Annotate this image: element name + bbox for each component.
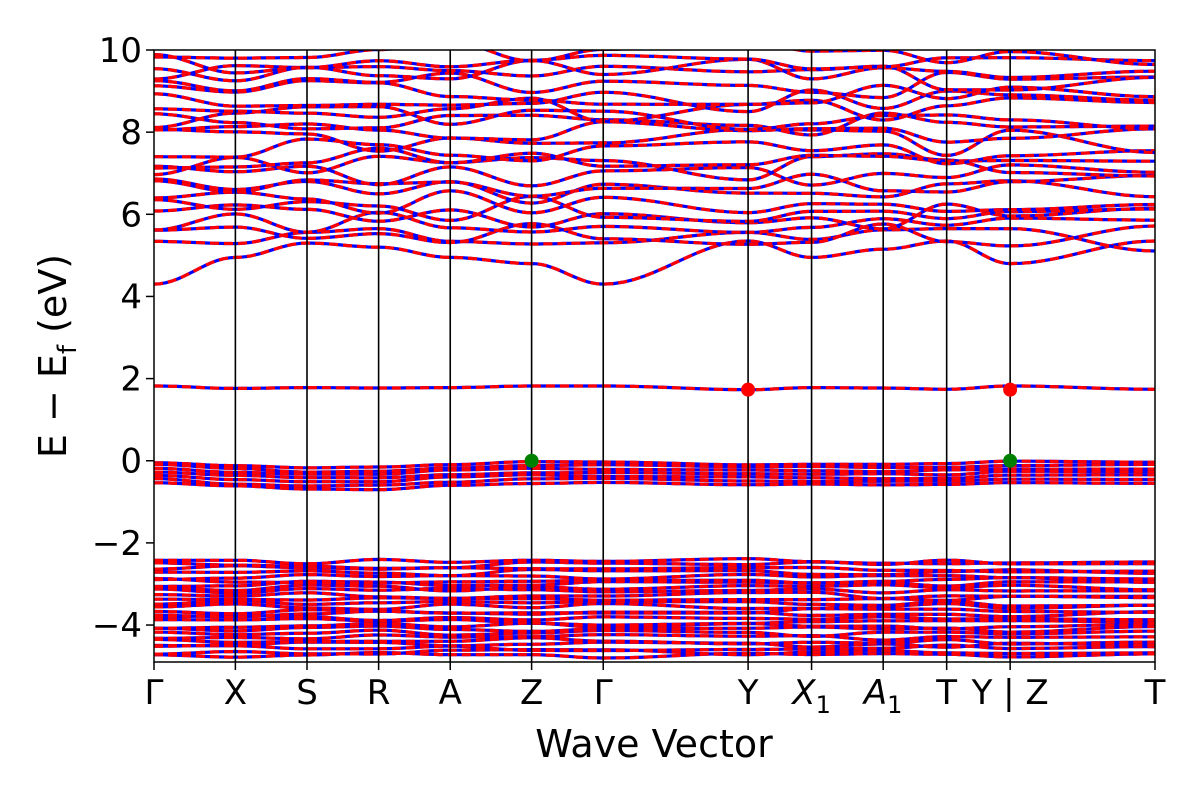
band-spin-up-16: [154, 590, 1155, 601]
band-spin-down-42: [154, 172, 1155, 198]
y-tick-label-0: −4: [92, 606, 142, 646]
x-axis-title: Wave Vector: [535, 722, 773, 766]
band-spin-up-21: [154, 572, 1155, 582]
y-tick-label-7: 10: [99, 31, 142, 71]
marker-vbm-1: [1003, 453, 1018, 468]
band-spin-up-5: [154, 633, 1155, 642]
band-lines: [154, 50, 1155, 660]
x-tick-label-6: Γ: [594, 673, 613, 713]
x-tick-label-8: X1: [790, 673, 831, 719]
band-spin-down-53: [154, 79, 1155, 106]
x-tick-label-9: A1: [862, 673, 903, 719]
band-spin-up-2: [154, 643, 1155, 653]
band-spin-down-51: [154, 96, 1155, 124]
plot-frame: [153, 49, 1156, 663]
y-tick-label-2: 0: [120, 442, 142, 482]
x-tick-label-10: T: [935, 673, 957, 713]
y-tick-label-6: 8: [120, 113, 142, 153]
y-axis-ticks: −4 −2 0 2 4 6 8 10: [92, 31, 154, 646]
high-symmetry-lines: [234, 50, 1011, 662]
y-tick-label-4: 4: [120, 277, 142, 317]
band-spin-up-42: [154, 172, 1155, 198]
x-tick-label-4: A: [439, 673, 462, 713]
y-tick-label-5: 6: [120, 195, 142, 235]
marker-cbm-3: [1003, 382, 1018, 397]
x-tick-label-5: Z: [520, 673, 543, 713]
marker-cbm-2: [741, 382, 756, 397]
x-tick-label-7: Y: [737, 673, 759, 713]
marker-vbm-0: [524, 453, 539, 468]
x-tick-label-0: Γ: [145, 673, 164, 713]
y-tick-label-1: −2: [92, 524, 142, 564]
band-spin-up-53: [154, 79, 1155, 106]
x-tick-label-12: T: [1144, 673, 1166, 713]
x-tick-label-3: R: [367, 673, 391, 713]
band-spin-up-47: [154, 127, 1155, 158]
y-axis-title: E − Ef (eV): [31, 254, 83, 458]
band-edge-markers: [524, 382, 1018, 468]
band-spin-down-58: [154, 50, 1155, 67]
y-tick-label-3: 2: [120, 360, 142, 400]
x-axis-ticks: Γ X S R A Z Γ Y X1 A1 T Y | Z T: [145, 662, 1166, 719]
x-tick-label-11: Y | Z: [971, 673, 1049, 713]
x-tick-label-1: X: [224, 673, 247, 713]
x-tick-label-2: S: [296, 673, 318, 713]
